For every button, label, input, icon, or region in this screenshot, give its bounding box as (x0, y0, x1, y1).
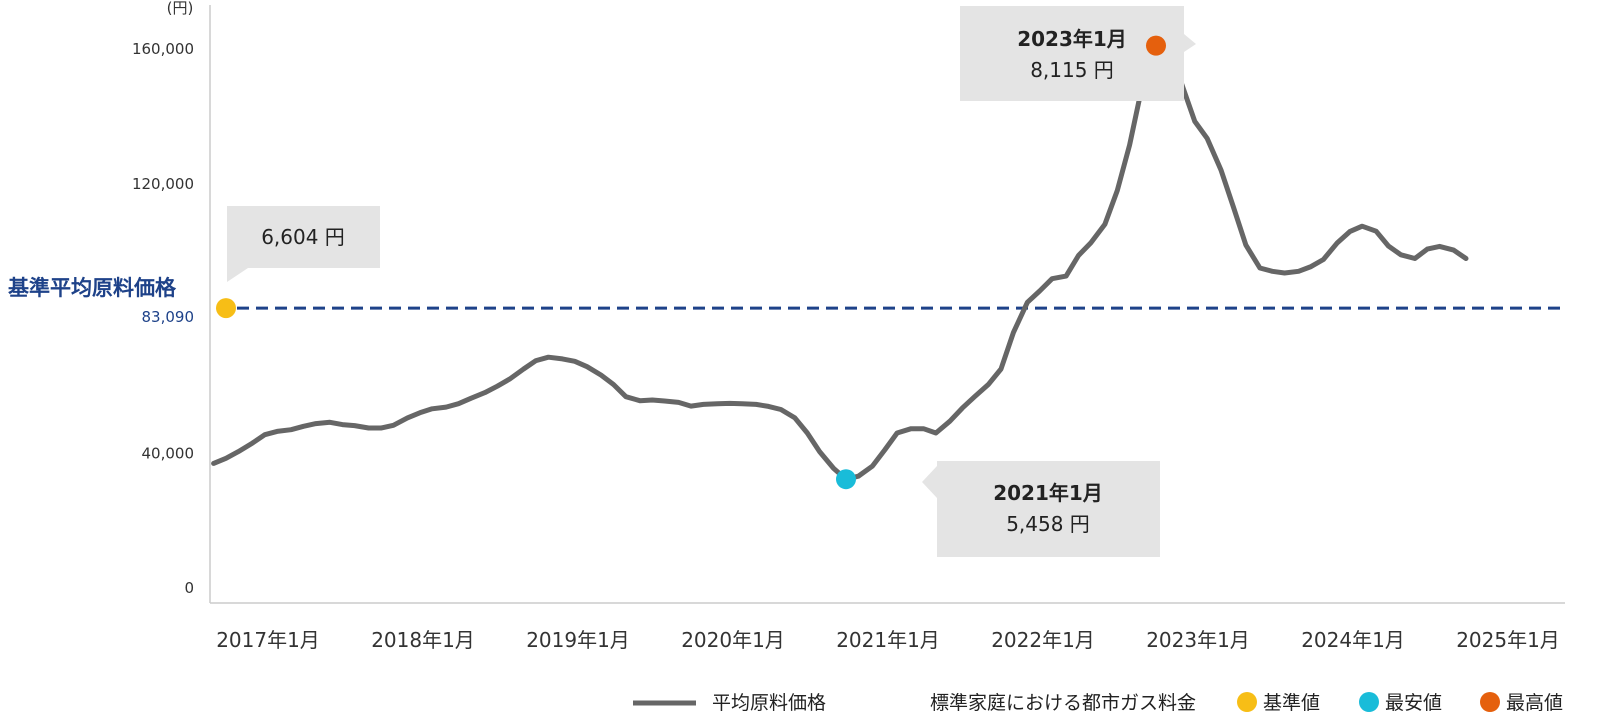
legend-marker-base-swatch (1237, 692, 1257, 712)
marker-group (216, 35, 1166, 490)
legend-line-label: 平均原料価格 (712, 692, 826, 714)
legend-marker-lowest-swatch (1359, 692, 1379, 712)
callout-highest-date: 2023年1月 (1017, 27, 1127, 51)
callout-lowest-date: 2021年1月 (993, 481, 1103, 505)
x-tick-labels: 2017年1月 2018年1月 2019年1月 2020年1月 2021年1月 2022年… (216, 628, 1560, 652)
y-tick-labels: 0 40,000 120,000 160,000 (132, 40, 194, 597)
legend: 平均原料価格 標準家庭における都市ガス料金 基準値 最安値 最高値 (633, 692, 1563, 714)
x-tick-label: 2025年1月 (1456, 628, 1560, 652)
x-tick-label: 2021年1月 (836, 628, 940, 652)
y-tick-label: 40,000 (142, 444, 195, 462)
reference-value: 83,090 (142, 308, 195, 326)
x-tick-label: 2017年1月 (216, 628, 320, 652)
x-tick-label: 2023年1月 (1146, 628, 1250, 652)
x-tick-label: 2020年1月 (681, 628, 785, 652)
legend-marker-lowest-label: 最安値 (1385, 692, 1442, 714)
x-tick-label: 2019年1月 (526, 628, 630, 652)
y-tick-label: 160,000 (132, 40, 194, 58)
y-tick-label: 0 (184, 579, 194, 597)
callout-base-price: 6,604 円 (261, 225, 345, 249)
callout-lowest-price: 5,458 円 (1006, 512, 1090, 536)
callout-lowest: 2021年1月 5,458 円 (922, 461, 1160, 557)
callout-base: 6,604 円 (227, 206, 380, 282)
series-line-average-price (211, 43, 1469, 482)
reference-label: 基準平均原料価格 (8, 276, 177, 300)
callout-base-box (227, 206, 380, 282)
x-tick-label: 2018年1月 (371, 628, 475, 652)
callout-highest: 2023年1月 8,115 円 (960, 6, 1196, 101)
legend-marker-highest-label: 最高値 (1506, 692, 1563, 714)
callout-highest-box (960, 6, 1196, 101)
legend-marker-highest-swatch (1480, 692, 1500, 712)
callout-highest-price: 8,115 円 (1030, 58, 1114, 82)
marker-base (216, 298, 236, 319)
x-tick-label: 2024年1月 (1301, 628, 1405, 652)
x-tick-label: 2022年1月 (991, 628, 1095, 652)
unit-label: (円) (167, 0, 194, 17)
callout-lowest-box (922, 461, 1160, 557)
marker-highest (1146, 35, 1166, 56)
y-tick-label: 120,000 (132, 175, 194, 193)
legend-marker-base-label: 基準値 (1263, 692, 1320, 714)
marker-lowest (836, 469, 856, 490)
legend-group-label: 標準家庭における都市ガス料金 (930, 692, 1196, 714)
